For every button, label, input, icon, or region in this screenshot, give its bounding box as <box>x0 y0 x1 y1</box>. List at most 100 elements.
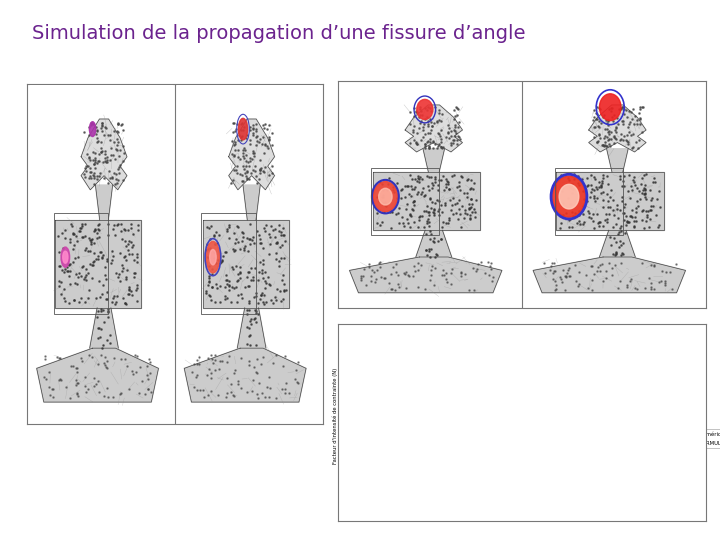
Point <box>385 223 397 232</box>
Point <box>99 146 111 155</box>
Point <box>426 178 438 187</box>
Point <box>231 276 243 285</box>
Point <box>63 299 74 307</box>
Point <box>199 393 210 401</box>
Point <box>79 219 91 228</box>
Point <box>247 165 258 174</box>
Point <box>244 234 256 243</box>
Point <box>75 227 86 235</box>
Point <box>432 129 444 138</box>
Point <box>221 227 233 235</box>
Point <box>444 133 455 142</box>
Bar <box>202 213 256 314</box>
Point <box>397 185 408 194</box>
Point <box>462 176 473 185</box>
Point <box>441 183 452 191</box>
Point <box>236 119 248 127</box>
Point <box>254 239 266 247</box>
Point <box>562 193 574 202</box>
Point <box>107 393 118 401</box>
Point <box>89 239 100 247</box>
Point <box>89 153 101 162</box>
Point <box>66 222 78 231</box>
Point <box>53 282 65 291</box>
Point <box>369 278 381 287</box>
Point <box>241 339 253 348</box>
Point <box>292 379 303 387</box>
Point <box>574 217 585 225</box>
Point <box>598 134 610 143</box>
Point <box>55 376 66 384</box>
Point <box>249 161 261 170</box>
Point <box>143 385 154 394</box>
Point <box>620 106 631 114</box>
Point <box>426 173 437 182</box>
Point <box>402 271 414 279</box>
Point <box>419 139 431 148</box>
Point <box>71 379 83 388</box>
Point <box>459 214 470 222</box>
Point <box>99 123 111 132</box>
Point <box>96 118 108 127</box>
Point <box>636 206 648 215</box>
Point <box>614 136 626 144</box>
Point <box>467 263 479 272</box>
Point <box>619 228 631 237</box>
Polygon shape <box>423 149 444 172</box>
Point <box>421 201 433 210</box>
Point <box>594 261 606 269</box>
Point <box>593 178 605 186</box>
Point <box>276 241 288 249</box>
Point <box>588 123 599 132</box>
Point <box>234 154 246 163</box>
Point <box>449 112 460 120</box>
Point <box>111 127 122 136</box>
Point <box>70 375 81 384</box>
Point <box>588 133 600 141</box>
Point <box>644 186 656 194</box>
Point <box>243 356 254 365</box>
Point <box>620 212 631 221</box>
Point <box>116 266 127 275</box>
Point <box>233 291 244 300</box>
Point <box>613 227 625 236</box>
Point <box>231 221 243 230</box>
Point <box>464 204 476 213</box>
Point <box>116 261 127 270</box>
Point <box>55 375 66 384</box>
Point <box>464 205 475 213</box>
Point <box>628 221 639 230</box>
Point <box>118 149 130 158</box>
Point <box>588 216 599 225</box>
Point <box>58 251 70 259</box>
Point <box>254 295 266 303</box>
Point <box>94 247 106 256</box>
Point <box>597 179 608 187</box>
Point <box>603 134 615 143</box>
Point <box>227 176 238 184</box>
Point <box>113 152 125 160</box>
Point <box>228 228 240 237</box>
Point <box>92 334 104 342</box>
Point <box>406 205 418 213</box>
Point <box>141 361 153 370</box>
Point <box>230 283 241 292</box>
Point <box>608 117 619 125</box>
Point <box>246 155 257 164</box>
Point <box>292 357 304 366</box>
Point <box>248 293 259 302</box>
Point <box>624 277 636 286</box>
Point <box>446 206 457 214</box>
Point <box>104 131 115 139</box>
Point <box>144 357 156 366</box>
Point <box>433 116 445 124</box>
Point <box>563 264 575 273</box>
Point <box>120 273 132 282</box>
Point <box>107 150 118 159</box>
Point <box>441 179 452 188</box>
Point <box>229 239 240 247</box>
Point <box>245 320 256 328</box>
Point <box>279 352 290 360</box>
Point <box>443 213 454 222</box>
Point <box>628 178 639 186</box>
